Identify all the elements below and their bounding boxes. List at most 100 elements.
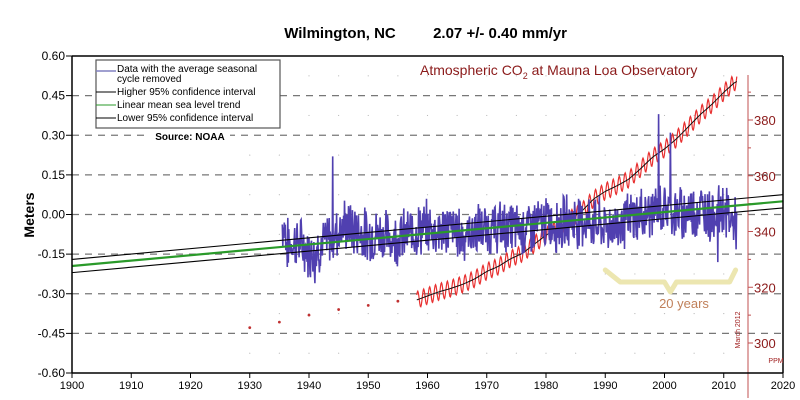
minor-dot [604, 312, 606, 315]
minor-dot [486, 352, 488, 354]
x-tick-label: 1900 [60, 380, 84, 392]
co2-title-rest: at Mauna Loa Observatory [528, 62, 698, 78]
minor-dot [634, 312, 636, 315]
co2-tick-label: 300 [754, 336, 776, 351]
minor-dot [634, 75, 636, 77]
minor-dot [249, 154, 251, 156]
legend-label-upper-ci: Higher 95% confidence interval [117, 87, 255, 98]
minor-dot [367, 114, 369, 117]
minor-dot [515, 114, 517, 117]
co2-tick-label: 320 [754, 280, 776, 295]
co2-tick-label: 340 [754, 225, 776, 240]
minor-dot [456, 312, 458, 315]
y-tick-label: 0.00 [42, 208, 66, 222]
minor-dot [575, 194, 577, 196]
minor-dot [604, 75, 606, 77]
x-tick-label: 1950 [356, 380, 380, 392]
minor-dot [723, 233, 725, 235]
minor-dot [663, 75, 666, 77]
minor-dot [693, 312, 695, 315]
minor-dot [515, 352, 517, 354]
upper-ci-line [71, 194, 784, 260]
x-tick-label: 1920 [178, 380, 202, 392]
twenty-years-label: 20 years [659, 296, 709, 311]
co2-axis-unit: PPM [768, 358, 783, 365]
minor-dot [456, 75, 458, 77]
co2-ice-core-point [337, 308, 341, 311]
minor-dot [515, 154, 517, 156]
minor-dot [486, 154, 488, 156]
minor-dot [367, 352, 369, 354]
sea-level-series [281, 114, 738, 284]
minor-dot [338, 194, 340, 196]
minor-dot [308, 114, 310, 117]
minor-dot [575, 273, 577, 275]
minor-dot [723, 75, 725, 77]
minor-dot [604, 352, 606, 354]
minor-dot [486, 75, 488, 77]
minor-dot [278, 154, 280, 156]
legend-label-data-1: Data with the average seasonal [117, 64, 257, 75]
minor-dot [515, 194, 517, 196]
source-label: Source: NOAA [155, 132, 224, 143]
y-tick-label: -0.45 [38, 326, 66, 340]
minor-dot [397, 114, 399, 117]
minor-dot [278, 194, 280, 196]
y-tick-label: -0.15 [38, 247, 66, 261]
minor-dot [249, 312, 251, 315]
minor-dot [515, 312, 517, 315]
minor-dot [456, 194, 458, 196]
sea-level-line [281, 114, 738, 284]
trend-line [71, 200, 784, 268]
trend-lines [71, 194, 784, 274]
minor-dot [397, 194, 399, 196]
minor-dot [663, 352, 666, 354]
minor-dot [634, 154, 636, 156]
minor-dot [397, 75, 399, 77]
minor-dot [397, 233, 399, 235]
co2-ice-core-point [277, 320, 281, 324]
axes: 0.60 0.45 0.30 0.15 0.00 -0.15 -0.30 -0.45 -0.60… [38, 49, 796, 392]
chart-title: Wilmington, NC [284, 25, 396, 42]
minor-dot [249, 352, 251, 354]
x-tick-label: 1930 [238, 380, 262, 392]
minor-dot [693, 75, 695, 77]
minor-dot [338, 114, 340, 117]
minor-dot [278, 352, 280, 354]
x-tick-label: 2000 [652, 380, 676, 392]
minor-dot [426, 154, 429, 156]
x-tick-label: 1910 [119, 380, 143, 392]
co2-ice-core-point [366, 303, 370, 307]
minor-dot [397, 312, 399, 315]
minor-dot [693, 114, 695, 117]
minor-dot [367, 194, 369, 196]
minor-dot [338, 273, 340, 275]
minor-dot [338, 75, 340, 77]
minor-dot [338, 312, 340, 315]
minor-dot [604, 233, 606, 235]
minor-dot [486, 312, 488, 315]
minor-dot [693, 352, 695, 354]
minor-dot [426, 273, 429, 275]
x-tick-label: 2010 [712, 380, 736, 392]
minor-dot [575, 114, 577, 117]
y-tick-label: -0.60 [38, 366, 66, 380]
minor-dot [249, 233, 251, 235]
minor-dot [545, 154, 547, 156]
minor-dot [693, 273, 695, 275]
legend-label-trend: Linear mean sea level trend [117, 100, 240, 111]
co2-tick-label: 380 [754, 113, 776, 128]
legend-label-lower-ci: Lower 95% confidence interval [117, 113, 253, 124]
minor-dot [338, 154, 340, 156]
minor-dot [426, 75, 429, 77]
minor-dot [456, 352, 458, 354]
co2-tick-label: 360 [754, 169, 776, 184]
minor-dot [367, 273, 369, 275]
minor-dot [545, 114, 547, 117]
minor-dot [545, 273, 547, 275]
minor-dot [723, 273, 725, 275]
minor-dot [397, 352, 399, 354]
minor-dot [338, 352, 340, 354]
minor-dot [515, 273, 517, 275]
minor-dot [604, 154, 606, 156]
